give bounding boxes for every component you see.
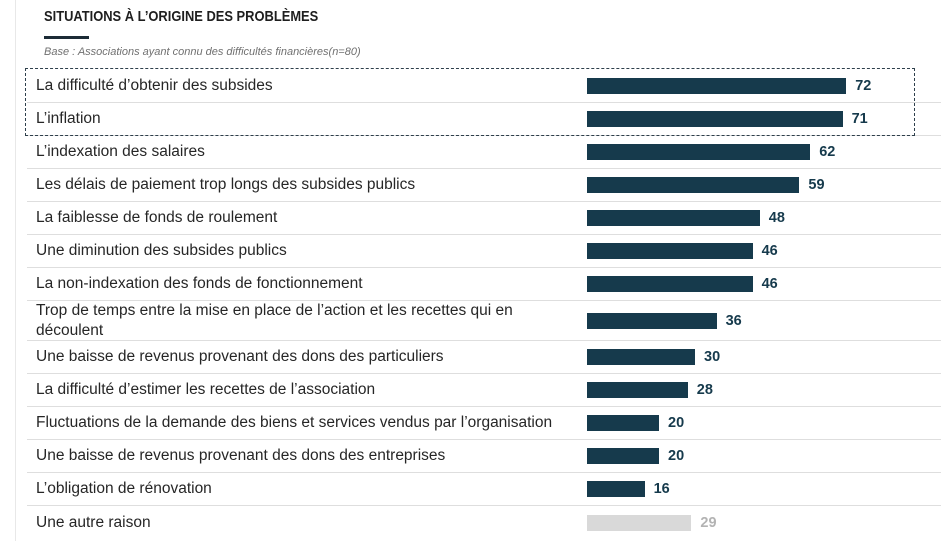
chart-row: La difficulté d’estimer les recettes de … bbox=[27, 374, 941, 407]
bar-area: 72 bbox=[587, 78, 941, 94]
category-label: L’indexation des salaires bbox=[36, 143, 205, 161]
category-label: Trop de temps entre la mise en place de … bbox=[36, 302, 513, 339]
bar bbox=[587, 514, 692, 531]
bar bbox=[587, 78, 847, 94]
category-label: Une baisse de revenus provenant des dons… bbox=[36, 447, 446, 465]
bar-area: 20 bbox=[587, 415, 941, 431]
value-label: 62 bbox=[819, 144, 836, 160]
category-label: La non-indexation des fonds de fonctionn… bbox=[36, 275, 363, 293]
bar-area: 28 bbox=[587, 382, 941, 398]
category-label: L’inflation bbox=[36, 110, 101, 128]
category-label: Une autre raison bbox=[36, 513, 151, 531]
category-label: Une diminution des subsides publics bbox=[36, 242, 287, 260]
title-underline bbox=[44, 36, 89, 39]
bar bbox=[587, 243, 753, 259]
category-label: Une baisse de revenus provenant des dons… bbox=[36, 348, 444, 366]
bar bbox=[587, 382, 688, 398]
category-label: L’obligation de rénovation bbox=[36, 480, 212, 498]
bar-area: 16 bbox=[587, 481, 941, 497]
bar bbox=[587, 144, 811, 160]
bar-area: 36 bbox=[587, 312, 941, 329]
bar bbox=[587, 349, 695, 365]
chart-row: Fluctuations de la demande des biens et … bbox=[27, 407, 941, 440]
value-label: 16 bbox=[653, 481, 670, 497]
value-label: 48 bbox=[768, 210, 785, 226]
chart-title: SITUATIONS À L’ORIGINE DES PROBLÈMES bbox=[44, 8, 319, 25]
bar-area: 48 bbox=[587, 210, 941, 226]
bar-area: 71 bbox=[587, 111, 941, 127]
chart-row: Les délais de paiement trop longs des su… bbox=[27, 169, 941, 202]
chart-row: L’obligation de rénovation 16 bbox=[27, 473, 941, 506]
chart-row: Trop de temps entre la mise en place de … bbox=[27, 301, 941, 341]
bar bbox=[587, 210, 760, 226]
value-label: 71 bbox=[851, 111, 868, 127]
value-label: 30 bbox=[704, 349, 721, 365]
value-label: 46 bbox=[761, 276, 778, 292]
bar-chart: La difficulté d’obtenir des subsides 72 L’… bbox=[27, 70, 941, 539]
chart-row: La faiblesse de fonds de roulement 48 bbox=[27, 202, 941, 235]
bar-area: 62 bbox=[587, 144, 941, 160]
bar bbox=[587, 481, 645, 497]
bar bbox=[587, 111, 843, 127]
category-label: Fluctuations de la demande des biens et … bbox=[36, 414, 553, 432]
chart-row: La non-indexation des fonds de fonctionn… bbox=[27, 268, 941, 301]
bar-area: 46 bbox=[587, 276, 941, 292]
bar bbox=[587, 448, 659, 464]
category-label: La faiblesse de fonds de roulement bbox=[36, 209, 278, 227]
chart-row: L’indexation des salaires 62 bbox=[27, 136, 941, 169]
chart-row: L’inflation 71 bbox=[27, 103, 941, 136]
bar bbox=[587, 415, 659, 431]
panel-left-border bbox=[15, 0, 16, 541]
value-label: 46 bbox=[761, 243, 778, 259]
value-label: 72 bbox=[855, 78, 872, 94]
value-label: 29 bbox=[700, 514, 717, 531]
value-label: 20 bbox=[668, 448, 685, 464]
bar-area: 29 bbox=[587, 514, 941, 531]
chart-subtitle: Base : Associations ayant connu des diff… bbox=[44, 46, 361, 58]
chart-row: Une autre raison 29 bbox=[27, 506, 941, 539]
value-label: 36 bbox=[725, 312, 742, 329]
category-label: La difficulté d’estimer les recettes de … bbox=[36, 381, 376, 399]
bar-area: 20 bbox=[587, 448, 941, 464]
value-label: 59 bbox=[808, 177, 825, 193]
bar-area: 59 bbox=[587, 177, 941, 193]
bar bbox=[587, 312, 717, 329]
bar-area: 46 bbox=[587, 243, 941, 259]
value-label: 20 bbox=[668, 415, 685, 431]
chart-row: Une baisse de revenus provenant des dons… bbox=[27, 440, 941, 473]
chart-row: La difficulté d’obtenir des subsides 72 bbox=[27, 70, 941, 103]
category-label: La difficulté d’obtenir des subsides bbox=[36, 77, 273, 95]
value-label: 28 bbox=[696, 382, 713, 398]
bar bbox=[587, 177, 800, 193]
category-label: Les délais de paiement trop longs des su… bbox=[36, 176, 416, 194]
chart-row: Une baisse de revenus provenant des dons… bbox=[27, 341, 941, 374]
bar bbox=[587, 276, 753, 292]
chart-row: Une diminution des subsides publics 46 bbox=[27, 235, 941, 268]
bar-area: 30 bbox=[587, 349, 941, 365]
